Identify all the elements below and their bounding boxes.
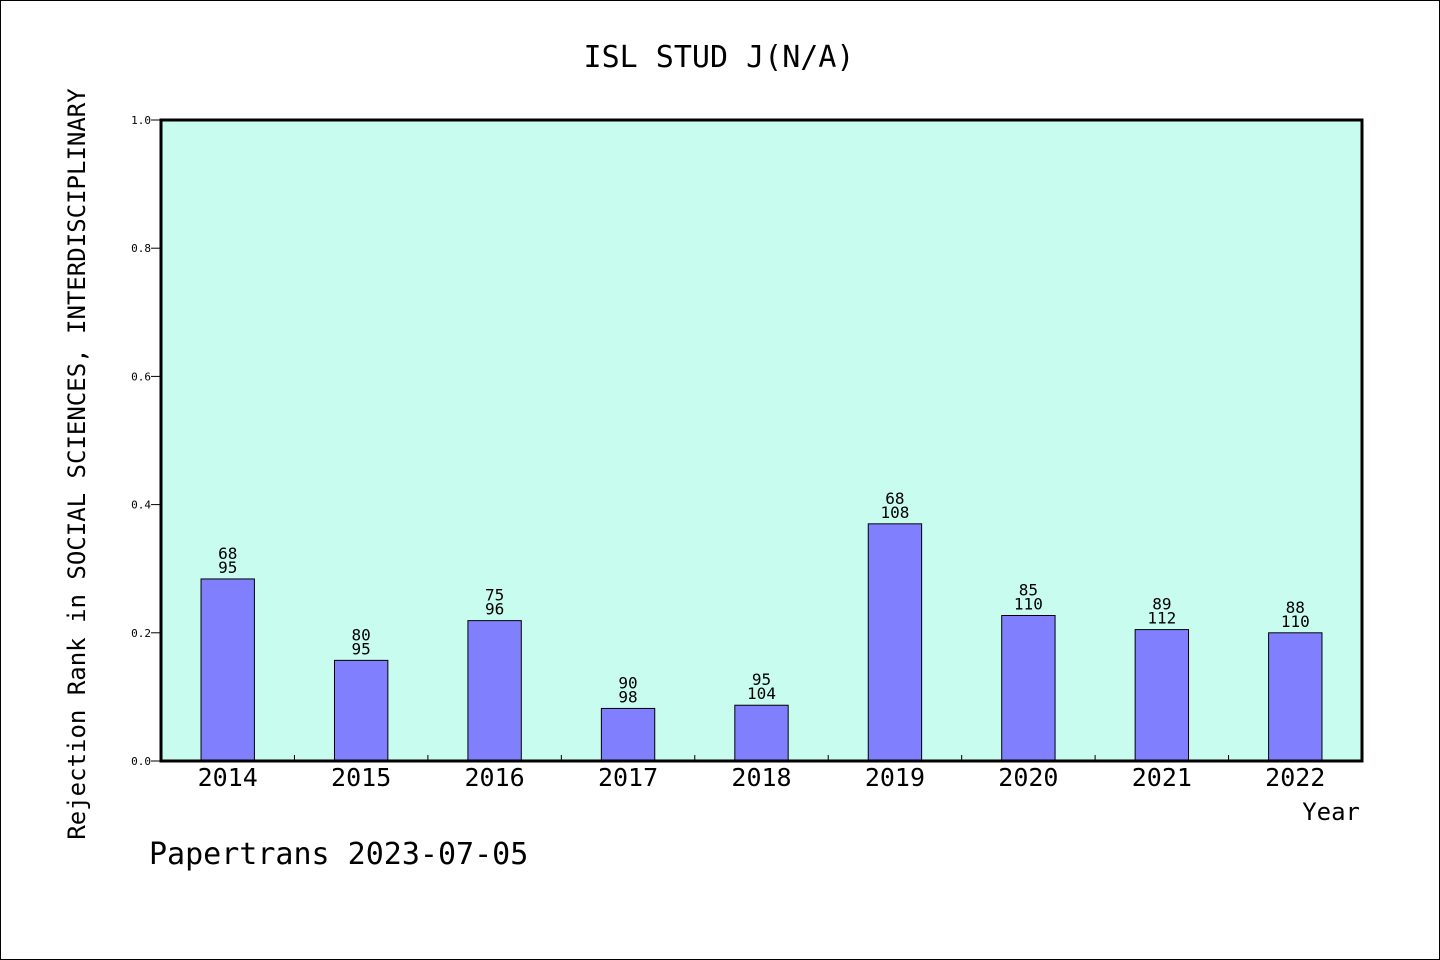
bar-2019 xyxy=(867,523,923,762)
y-axis-label: Rejection Rank in SOCIAL SCIENCES, INTER… xyxy=(63,88,91,840)
bar-2022 xyxy=(1268,632,1323,762)
y-tick-label: 0.2 xyxy=(131,627,151,640)
bar-label-bottom: 95 xyxy=(352,639,371,658)
bar-label-top: 90 xyxy=(618,673,637,692)
plot-frame xyxy=(159,118,1364,763)
bar-label-top: 88 xyxy=(1286,598,1305,617)
x-axis-label: Year xyxy=(1302,798,1360,826)
bars-group xyxy=(200,523,1323,762)
bar-label-top: 85 xyxy=(1019,580,1038,599)
x-tick-label: 2021 xyxy=(1132,763,1192,792)
x-tick-label: 2016 xyxy=(465,763,525,792)
bar-label-bottom: 112 xyxy=(1147,609,1176,628)
bar-label-bottom: 98 xyxy=(618,687,637,706)
y-tick-label: 0.4 xyxy=(131,499,151,512)
x-tick-label: 2018 xyxy=(731,763,791,792)
bar-2017 xyxy=(600,707,656,762)
bar-label-bottom: 110 xyxy=(1014,594,1043,613)
x-axis-ticks: 2014 2015 2016 2017 2018 2019 2020 2021 2022 xyxy=(198,755,1325,792)
bar-2018 xyxy=(734,704,789,762)
bar-label-top: 89 xyxy=(1152,595,1171,614)
bar-label-bottom: 104 xyxy=(747,684,776,703)
bar-2021 xyxy=(1134,629,1190,762)
footer-credit: Papertrans 2023-07-05 xyxy=(149,837,528,872)
y-tick-label: 0.8 xyxy=(131,242,151,255)
y-tick-label: 0.0 xyxy=(131,755,151,768)
x-tick-label: 2019 xyxy=(865,763,925,792)
bar-label-top: 68 xyxy=(885,489,904,508)
x-tick-label: 2014 xyxy=(198,763,258,792)
y-tick-label: 0.6 xyxy=(131,370,151,383)
bar-label-top: 75 xyxy=(485,586,504,605)
x-tick-label: 2022 xyxy=(1265,763,1325,792)
bar-label-bottom: 108 xyxy=(880,503,909,522)
bar-2020 xyxy=(1001,614,1056,762)
bar-label-bottom: 110 xyxy=(1281,612,1310,631)
bar-2015 xyxy=(333,659,389,762)
bar-2014 xyxy=(200,578,255,762)
x-tick-label: 2020 xyxy=(998,763,1058,792)
x-tick-label: 2015 xyxy=(331,763,391,792)
chart-title: ISL STUD J(N/A) xyxy=(584,40,855,75)
bar-2016 xyxy=(467,620,522,762)
bar-label-bottom: 96 xyxy=(485,600,504,619)
bar-label-top: 80 xyxy=(352,625,371,644)
bar-label-top: 95 xyxy=(752,670,771,689)
x-tick-label: 2017 xyxy=(598,763,658,792)
y-tick-label: 1.0 xyxy=(131,114,151,127)
bar-label-bottom: 95 xyxy=(218,558,237,577)
bar-label-top: 68 xyxy=(218,544,237,563)
y-axis-ticks: 0.0 0.2 0.4 0.6 0.8 1.0 xyxy=(131,114,161,768)
